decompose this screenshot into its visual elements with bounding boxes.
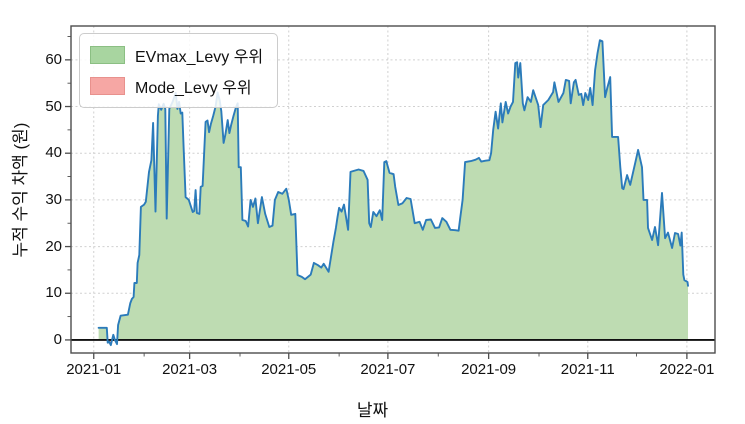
legend-item-evmax-levy: EVmax_Levy 우위 bbox=[90, 43, 263, 67]
y-tick-label: 60 bbox=[45, 50, 62, 68]
x-tick-label: 2021-11 bbox=[560, 361, 615, 378]
x-axis-label: 날짜 bbox=[356, 401, 389, 420]
y-tick-label: 30 bbox=[45, 190, 62, 208]
y-tick-label: 10 bbox=[45, 284, 62, 302]
y-axis-label: 누적 수익 차액 (원) bbox=[11, 122, 30, 258]
y-tick-label: 20 bbox=[45, 237, 62, 255]
y-tick-label: 0 bbox=[53, 330, 62, 348]
x-tick-label: 2021-01 bbox=[66, 361, 122, 378]
x-tick-label: 2022-01 bbox=[659, 361, 715, 378]
evmax-levy-swatch-icon bbox=[90, 46, 125, 64]
legend-label-mode-levy: Mode_Levy 우위 bbox=[135, 80, 252, 97]
mode-levy-swatch-icon bbox=[90, 77, 125, 95]
legend-label-evmax-levy: EVmax_Levy 우위 bbox=[135, 49, 264, 66]
y-tick-label: 50 bbox=[45, 97, 62, 115]
x-tick-label: 2021-03 bbox=[162, 361, 218, 378]
x-tick-label: 2021-07 bbox=[360, 361, 416, 378]
x-tick-label: 2021-05 bbox=[261, 361, 317, 378]
legend: EVmax_Levy 우위 Mode_Levy 우위 bbox=[79, 33, 279, 108]
x-tick-label: 2021-09 bbox=[461, 361, 517, 378]
legend-item-mode-levy: Mode_Levy 우위 bbox=[90, 74, 263, 98]
y-tick-label: 40 bbox=[45, 144, 62, 162]
